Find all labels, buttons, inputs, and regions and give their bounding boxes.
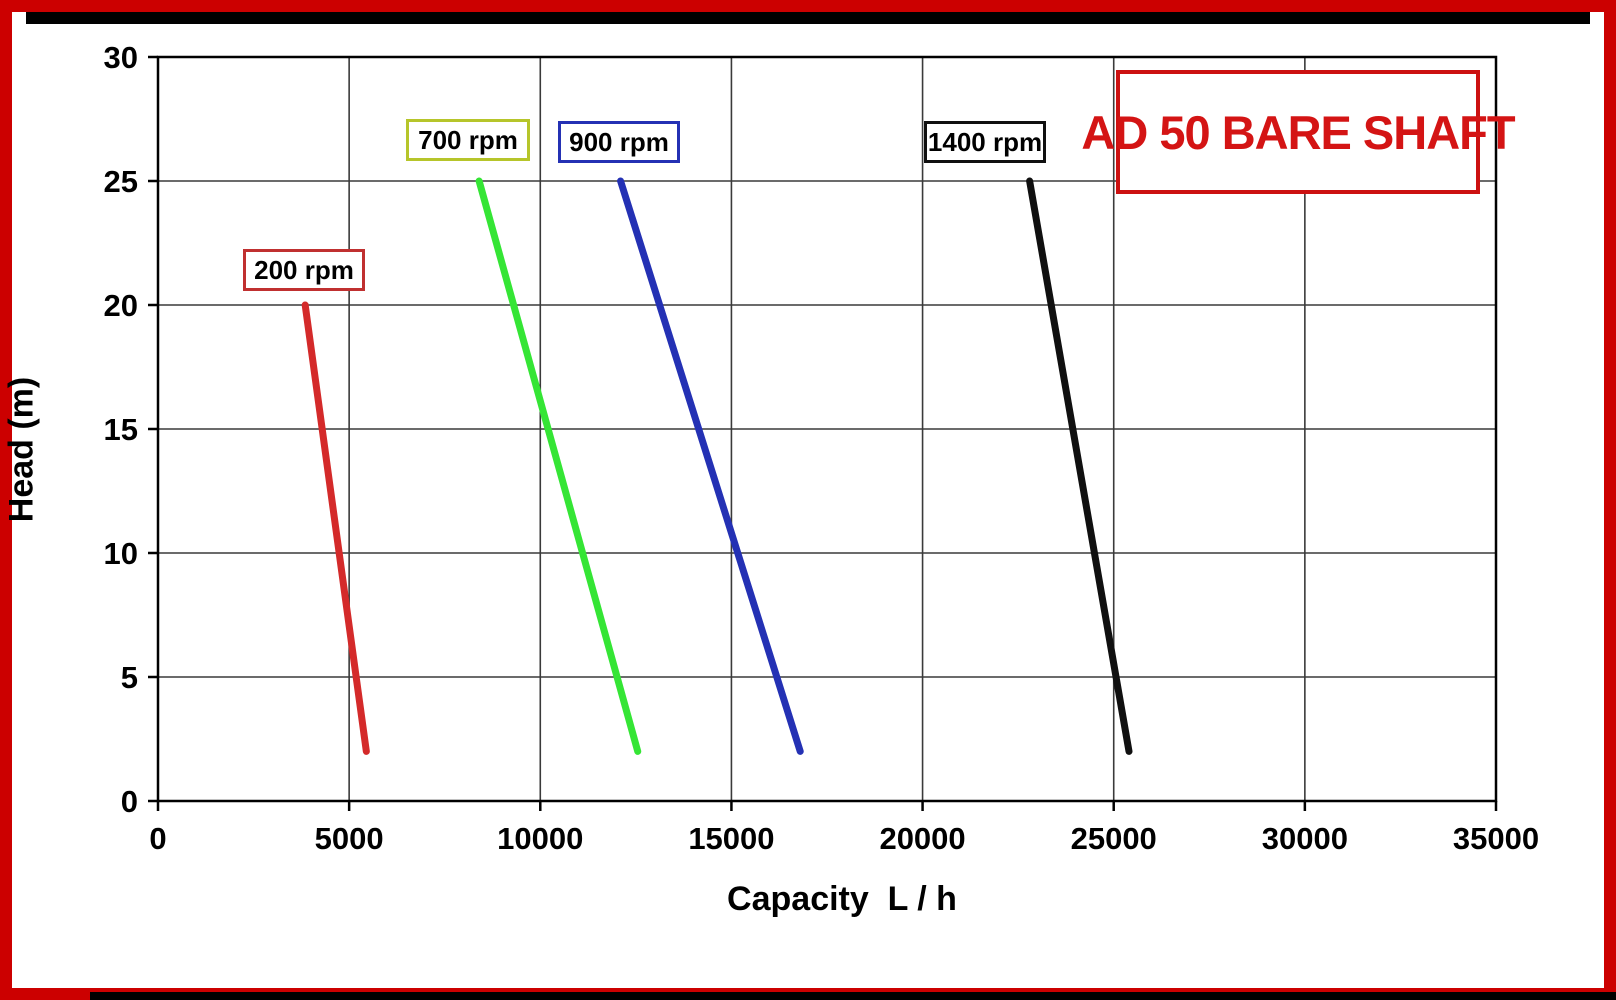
series-label-1400rpm: 1400 rpm (924, 121, 1046, 163)
svg-text:30000: 30000 (1262, 821, 1348, 856)
svg-text:20000: 20000 (879, 821, 965, 856)
svg-text:0: 0 (149, 821, 166, 856)
series-label-900rpm: 900 rpm (558, 121, 680, 163)
svg-text:5: 5 (121, 660, 138, 695)
svg-text:30: 30 (104, 40, 138, 75)
svg-text:10: 10 (104, 536, 138, 571)
series-label-700rpm: 700 rpm (406, 119, 530, 161)
svg-text:25: 25 (104, 164, 138, 199)
svg-text:10000: 10000 (497, 821, 583, 856)
chart-title: AD 50 BARE SHAFT (1081, 70, 1516, 194)
svg-text:15: 15 (104, 412, 138, 447)
bottom-black-strip (90, 992, 1616, 1000)
svg-text:35000: 35000 (1453, 821, 1539, 856)
svg-text:15000: 15000 (688, 821, 774, 856)
series-label-200rpm: 200 rpm (243, 249, 365, 291)
y-axis-label: Head (m) (2, 376, 41, 523)
x-axis-label: Capacity L / h (727, 880, 957, 918)
svg-text:0: 0 (121, 784, 138, 819)
top-black-strip (26, 12, 1590, 24)
svg-text:25000: 25000 (1071, 821, 1157, 856)
svg-text:5000: 5000 (315, 821, 384, 856)
svg-text:20: 20 (104, 288, 138, 323)
